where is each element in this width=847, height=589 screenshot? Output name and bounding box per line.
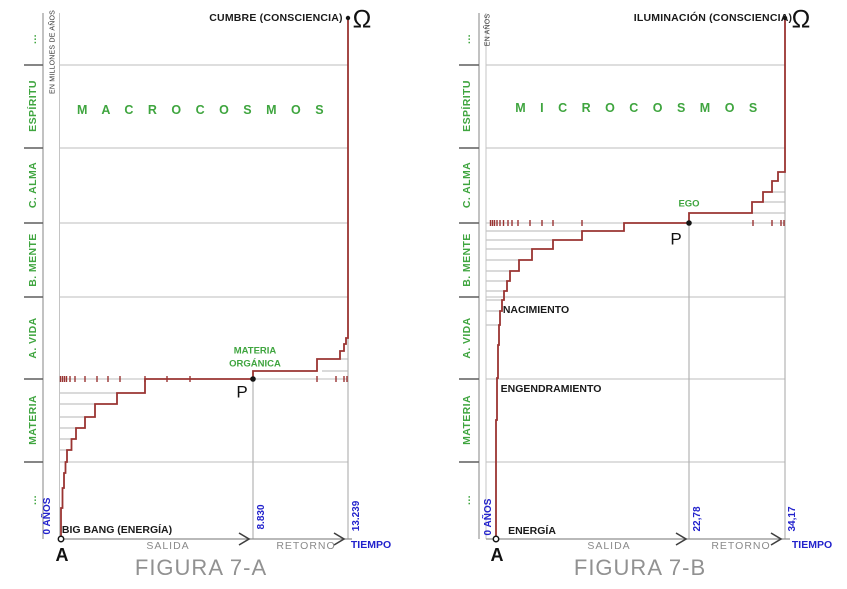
axis-salida-label-a: SALIDA <box>146 539 190 552</box>
axis-origin-value-b: 0 AÑOS <box>483 498 494 536</box>
p-annotation-line1-a: MATERIA <box>233 345 277 357</box>
origin-label-b: ENERGÍA <box>508 524 556 537</box>
origin-label-a: BIG BANG (ENERGÍA) <box>61 523 173 536</box>
milestone-nacimiento: NACIMIENTO <box>502 303 570 316</box>
time-unit-label-b: EN AÑOS <box>484 13 492 47</box>
band-label-vida-a: A. VIDA <box>26 317 39 359</box>
omega-symbol-b: Ω <box>791 5 811 34</box>
band-label-vida-b: A. VIDA <box>460 317 473 359</box>
axis-tiempo-label-a: TIEMPO <box>350 538 392 551</box>
axis-retorno-label-b: RETORNO <box>711 539 771 552</box>
axis-p-value-b: 22,78 <box>692 506 703 532</box>
axis-salida-label-b: SALIDA <box>587 539 631 552</box>
band-label-dots-bottom-b: ... <box>460 495 473 505</box>
cosmos-label-b: M I C R O C O S M O S <box>515 100 763 115</box>
axis-end-value-b: 34,17 <box>787 506 798 532</box>
band-label-materia-a: MATERIA <box>26 395 39 445</box>
cosmos-label-a: M A C R O C O S M O S <box>76 102 330 117</box>
omega-symbol-a: Ω <box>352 5 372 34</box>
p-point-label-a: P <box>236 382 248 402</box>
band-label-mente-b: B. MENTE <box>460 233 473 287</box>
summit-label-b: ILUMINACIÓN (CONSCIENCIA) <box>633 11 793 24</box>
origin-point-label-b: A <box>490 545 504 565</box>
p-annotation-line2-a: ORGÁNICA <box>229 358 281 370</box>
figure-caption-b: FIGURA 7-B <box>573 555 707 580</box>
origin-point-label-a: A <box>55 545 69 565</box>
band-label-materia-b: MATERIA <box>460 395 473 445</box>
band-label-espiritu-a: ESPÍRITU <box>26 80 39 132</box>
time-unit-label-a: EN MILLONES DE AÑOS <box>49 10 57 94</box>
axis-p-value-a: 8.830 <box>256 504 267 530</box>
axis-retorno-label-a: RETORNO <box>276 539 336 552</box>
figure-caption-a: FIGURA 7-A <box>134 555 268 580</box>
band-label-mente-a: B. MENTE <box>26 233 39 287</box>
band-label-alma-b: C. ALMA <box>460 161 473 209</box>
p-annotation-ego-b: EGO <box>678 198 700 210</box>
summit-label-a: CUMBRE (CONSCIENCIA) <box>209 11 343 24</box>
p-point-label-b: P <box>670 229 682 249</box>
band-label-espiritu-b: ESPÍRITU <box>460 80 473 132</box>
band-label-dots-top-b: ... <box>460 34 473 44</box>
axis-origin-value-a: 0 AÑOS <box>42 497 53 535</box>
band-label-dots-top-a: ... <box>26 34 39 44</box>
band-label-alma-a: C. ALMA <box>26 161 39 209</box>
axis-end-value-a: 13.239 <box>351 500 362 532</box>
axis-tiempo-label-b: TIEMPO <box>791 538 833 551</box>
band-label-dots-bottom-a: ... <box>26 495 39 505</box>
milestone-engendramiento: ENGENDRAMIENTO <box>500 382 602 395</box>
